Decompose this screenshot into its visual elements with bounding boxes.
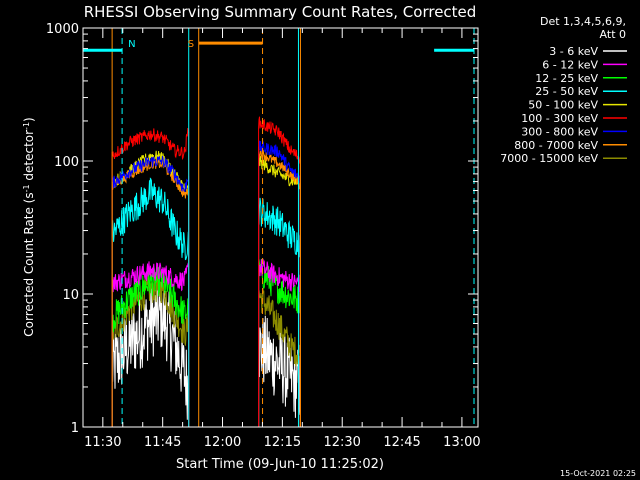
- legend-header-2: Att 0: [600, 28, 626, 41]
- series-line-6-seg-1: [258, 140, 301, 427]
- y-axis-label-sup2: -1: [22, 122, 31, 130]
- x-tick-label-0: 11:30: [84, 435, 121, 450]
- x-tick-label-3: 12:15: [264, 435, 301, 450]
- y-axis-label: Corrected Count Rate (s-1 detector-1): [22, 117, 37, 336]
- y-axis-label-sup1: -1: [22, 184, 31, 192]
- y-tick-label-3: 1000: [46, 22, 79, 37]
- y-axis-label-part1: Corrected Count Rate (s: [22, 192, 36, 336]
- series-line-5-seg-1: [258, 116, 301, 427]
- vertical-marker-label-0: N: [128, 39, 135, 50]
- series-line-2-seg-1: [258, 258, 301, 427]
- legend-label-0: 3 - 6 keV: [549, 45, 598, 58]
- legend-label-8: 7000 - 15000 keV: [500, 152, 598, 165]
- x-tick-label-4: 12:30: [323, 435, 360, 450]
- plot-frame: [82, 27, 479, 428]
- footer-timestamp: 15-Oct-2021 02:25: [560, 469, 636, 478]
- series-line-3-seg-1: [258, 197, 301, 427]
- y-axis-label-part3: ): [22, 117, 36, 122]
- x-axis-label: Start Time (09-Jun-10 11:25:02): [176, 457, 384, 472]
- axes: 1 10 100 1000 11:30 11:45 12:00 12:15 12:30 12:45…: [46, 22, 481, 450]
- series-line-1-seg-1: [258, 258, 301, 427]
- plot-inner: [111, 116, 301, 427]
- legend-label-3: 25 - 50 keV: [535, 85, 598, 98]
- legend-header-1: Det 1,3,4,5,6,9,: [540, 15, 626, 28]
- y-tick-label-2: 100: [54, 155, 79, 170]
- y-tick-label-1: 10: [62, 288, 79, 303]
- series-line-5-seg-0: [111, 127, 190, 427]
- legend-label-2: 12 - 25 keV: [535, 72, 598, 85]
- x-tick-label-2: 12:00: [204, 435, 241, 450]
- series-line-7-seg-1: [258, 146, 301, 427]
- chart-title: RHESSI Observing Summary Count Rates, Co…: [84, 3, 477, 21]
- legend-label-6: 300 - 800 keV: [521, 125, 598, 138]
- y-tick-label-0: 1: [71, 421, 79, 436]
- x-tick-label-6: 13:00: [443, 435, 480, 450]
- series-line-0-seg-1: [258, 315, 301, 427]
- series-line-3-seg-0: [111, 177, 190, 427]
- vertical-marker-label-3: S: [188, 39, 194, 50]
- legend-label-7: 800 - 7000 keV: [514, 139, 598, 152]
- series-line-1-seg-0: [111, 261, 190, 427]
- x-tick-label-1: 11:45: [144, 435, 181, 450]
- legend-label-4: 50 - 100 keV: [528, 99, 598, 112]
- y-axis-label-part2: detector: [22, 130, 36, 185]
- legend-label-5: 100 - 300 keV: [521, 112, 598, 125]
- series-line-6-seg-0: [111, 155, 190, 427]
- series-line-8-seg-1: [258, 288, 301, 427]
- legend-label-1: 6 - 12 keV: [542, 58, 598, 71]
- x-tick-label-5: 12:45: [383, 435, 420, 450]
